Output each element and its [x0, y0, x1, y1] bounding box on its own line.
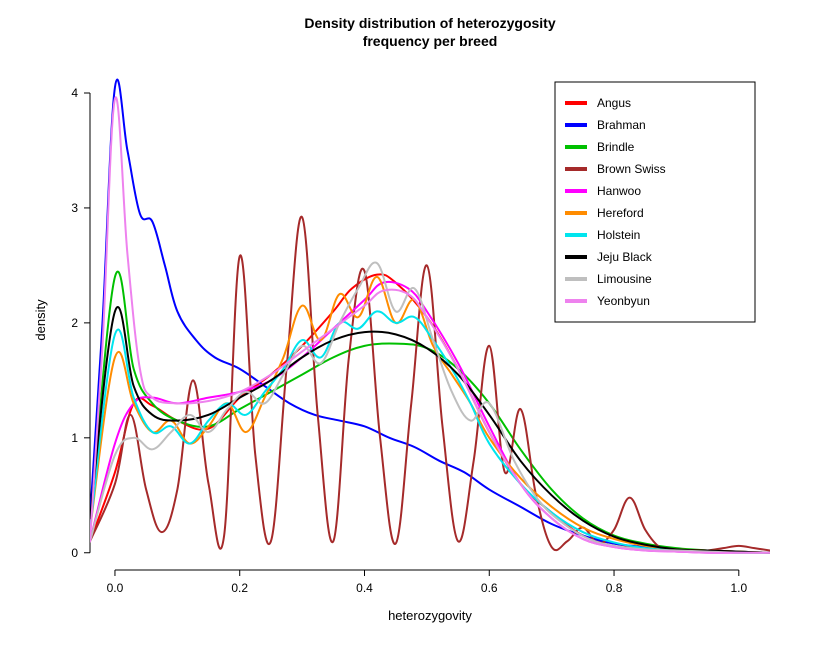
y-axis-label: density — [33, 299, 48, 341]
y-tick-label: 2 — [71, 316, 78, 330]
legend-label: Yeonbyun — [597, 294, 650, 308]
density-chart: Density distribution of heterozygosity fr… — [0, 0, 817, 653]
legend-swatch — [565, 277, 587, 281]
legend-swatch — [565, 167, 587, 171]
legend-label: Holstein — [597, 228, 640, 242]
legend-label: Brahman — [597, 118, 646, 132]
x-tick-label: 0.2 — [231, 581, 248, 595]
legend-label: Hanwoo — [597, 184, 641, 198]
legend-swatch — [565, 189, 587, 193]
legend-label: Jeju Black — [597, 250, 653, 264]
x-tick-label: 0.4 — [356, 581, 373, 595]
legend: Angus Brahman Brindle Brown Swiss Hanwoo Here… — [555, 82, 755, 322]
legend-swatch — [565, 233, 587, 237]
chart-svg: Density distribution of heterozygosity fr… — [0, 0, 817, 653]
legend-swatch — [565, 211, 587, 215]
legend-swatch — [565, 145, 587, 149]
legend-label: Limousine — [597, 272, 652, 286]
y-tick-label: 1 — [71, 431, 78, 445]
x-axis-label: heterozygovity — [388, 608, 472, 623]
y-tick-label: 4 — [71, 86, 78, 100]
legend-swatch — [565, 255, 587, 259]
legend-label: Angus — [597, 96, 631, 110]
legend-swatch — [565, 299, 587, 303]
legend-swatch — [565, 101, 587, 105]
legend-box — [555, 82, 755, 322]
legend-swatch — [565, 123, 587, 127]
y-tick-label: 3 — [71, 201, 78, 215]
chart-title-line-0: Density distribution of heterozygosity — [304, 15, 555, 31]
x-tick-label: 0.8 — [606, 581, 623, 595]
legend-label: Hereford — [597, 206, 644, 220]
x-tick-label: 0.6 — [481, 581, 498, 595]
chart-title-line-1: frequency per breed — [363, 33, 498, 49]
legend-label: Brown Swiss — [597, 162, 666, 176]
x-tick-label: 1.0 — [730, 581, 747, 595]
legend-label: Brindle — [597, 140, 635, 154]
y-tick-label: 0 — [71, 546, 78, 560]
x-tick-label: 0.0 — [107, 581, 124, 595]
